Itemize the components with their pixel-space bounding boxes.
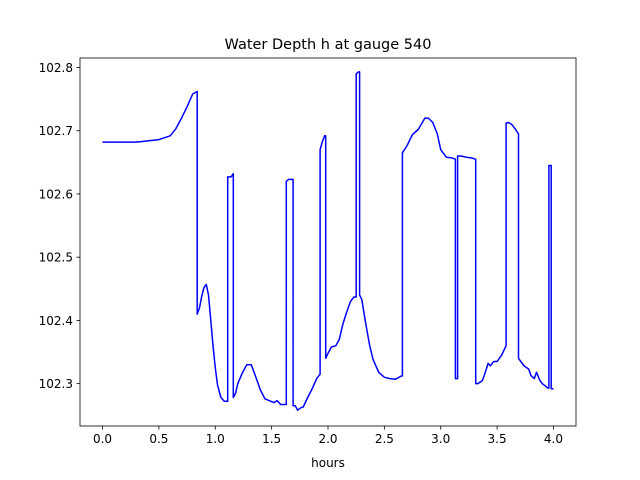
x-tick-label: 1.5 — [262, 432, 281, 446]
y-tick-label: 102.3 — [39, 377, 73, 391]
y-tick-label: 102.5 — [39, 251, 73, 265]
y-tick-label: 102.6 — [39, 187, 73, 201]
x-tick-label: 4.0 — [544, 432, 563, 446]
x-tick-label: 1.0 — [206, 432, 225, 446]
x-tick-label: 3.5 — [488, 432, 507, 446]
y-tick-label: 102.8 — [39, 61, 73, 75]
x-tick-label: 2.5 — [375, 432, 394, 446]
x-tick-label: 0.5 — [149, 432, 168, 446]
chart-title: Water Depth h at gauge 540 — [225, 37, 432, 53]
plot-area: 0.0 0.5 1.0 1.5 2.0 2.5 3.0 3.5 4.0 102.3 102.4 102… — [39, 57, 577, 446]
y-tick-label: 102.7 — [39, 124, 73, 138]
series-line-0 — [102, 71, 554, 411]
x-axis-label: hours — [311, 456, 345, 470]
y-tick-label: 102.4 — [39, 314, 73, 328]
x-tick-label: 2.0 — [318, 432, 337, 446]
x-tick-label: 0.0 — [93, 432, 112, 446]
x-tick-label: 3.0 — [431, 432, 450, 446]
